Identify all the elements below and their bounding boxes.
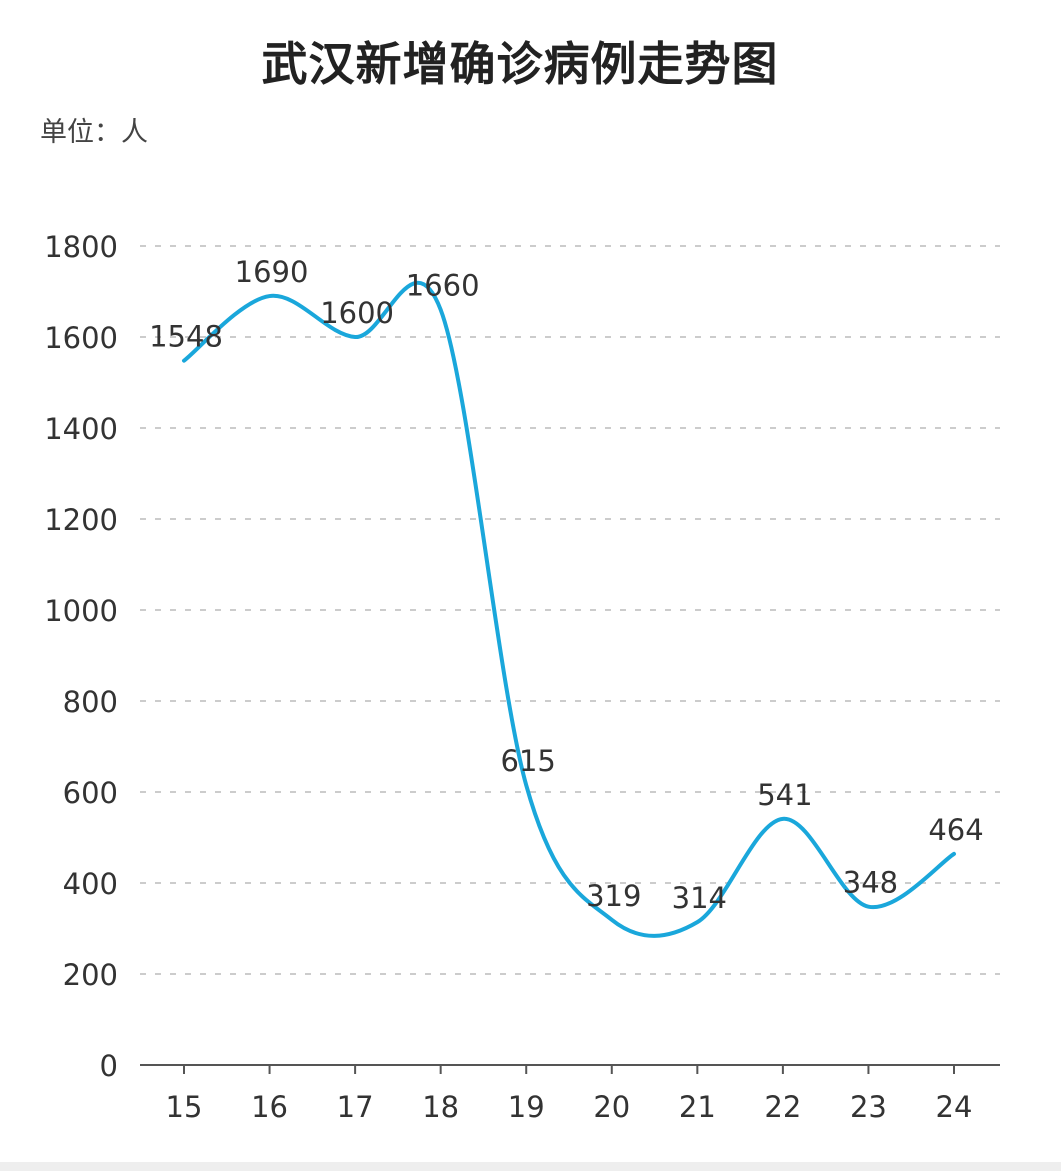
- series-layer: [184, 283, 954, 936]
- data-label: 1548: [149, 320, 223, 354]
- x-tick-label: 16: [251, 1090, 288, 1124]
- y-tick-label: 1600: [44, 321, 118, 355]
- y-tick-label: 1400: [44, 412, 118, 446]
- line-chart: 0 200 400 600 800 1000 1200 1400 1600 1800 15 16 17 1…: [0, 0, 1061, 1171]
- bottom-strip: [0, 1162, 1061, 1171]
- x-tick-label: 17: [337, 1090, 374, 1124]
- series-line-0: [184, 283, 954, 936]
- y-tick-label: 800: [63, 685, 118, 719]
- x-tick-label: 20: [593, 1090, 630, 1124]
- data-label: 1660: [406, 269, 480, 303]
- x-tick-label: 18: [422, 1090, 459, 1124]
- data-label: 319: [586, 879, 641, 913]
- y-tick-label: 600: [63, 776, 118, 810]
- y-tick-label: 1200: [44, 503, 118, 537]
- x-tick-label: 22: [764, 1090, 801, 1124]
- x-tick-label: 19: [508, 1090, 545, 1124]
- y-tick-label: 400: [63, 867, 118, 901]
- y-tick-label: 0: [100, 1049, 118, 1083]
- data-label: 314: [672, 881, 727, 915]
- y-tick-label: 1800: [44, 230, 118, 264]
- x-tick-label: 24: [936, 1090, 973, 1124]
- label-layer: 1548 1690 1600 1660 615 319 314 541 348 464: [149, 255, 984, 915]
- data-label: 1600: [320, 296, 394, 330]
- data-label: 464: [928, 813, 983, 847]
- data-label: 615: [501, 744, 556, 778]
- x-tick-label: 21: [679, 1090, 716, 1124]
- axis-layer: 0 200 400 600 800 1000 1200 1400 1600 1800 15 16 17 1…: [44, 230, 1000, 1124]
- data-label: 541: [757, 778, 812, 812]
- data-label: 1690: [235, 255, 309, 289]
- x-tick-label: 15: [166, 1090, 203, 1124]
- y-tick-label: 200: [63, 958, 118, 992]
- x-tick-label: 23: [850, 1090, 887, 1124]
- data-label: 348: [843, 866, 898, 900]
- y-tick-label: 1000: [44, 594, 118, 628]
